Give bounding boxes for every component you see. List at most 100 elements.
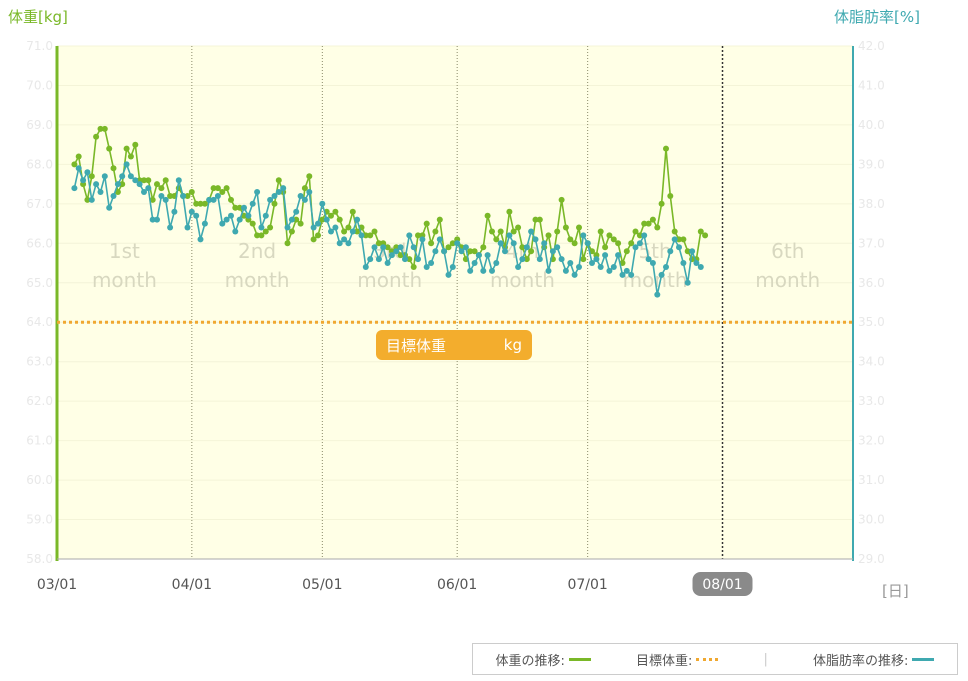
right-tick-label: 40.0 (858, 118, 885, 132)
legend-fat-swatch (912, 657, 935, 661)
right-tick-label: 34.0 (858, 355, 885, 369)
weight-point (523, 256, 530, 263)
body-fat-point (515, 264, 522, 270)
body-fat-point (676, 244, 682, 251)
weight-point (484, 212, 491, 219)
weight-point (110, 165, 117, 172)
body-fat-point (528, 228, 535, 235)
left-tick-label: 69.0 (26, 118, 53, 132)
body-fat-point (502, 248, 508, 255)
weight-point (423, 220, 430, 227)
month-label-line1: 1st (109, 239, 140, 263)
body-fat-point (397, 244, 404, 251)
month-label-line2: month (92, 268, 157, 292)
target-weight-badge-unit: kg (503, 336, 522, 354)
body-fat-point (236, 216, 243, 223)
left-tick-label: 61.0 (26, 434, 53, 448)
weight-point (236, 204, 243, 211)
body-fat-point (697, 264, 704, 270)
body-fat-point (632, 244, 639, 251)
weight-point (201, 200, 208, 207)
month-label-line2: month (357, 268, 422, 292)
body-fat-point (284, 224, 291, 231)
weight-point (375, 240, 382, 247)
body-fat-point (441, 248, 448, 255)
weight-point (71, 161, 78, 168)
body-fat-point (493, 260, 500, 266)
body-fat-point (141, 189, 147, 195)
body-fat-point (562, 267, 569, 274)
body-fat-point (393, 248, 400, 255)
weight-point (415, 232, 421, 239)
body-fat-point (345, 240, 352, 247)
body-fat-point (97, 189, 104, 195)
weight-point (154, 181, 160, 188)
body-fat-point (245, 212, 252, 219)
weight-point (480, 244, 487, 251)
body-fat-point (536, 256, 543, 263)
weight-point (510, 228, 517, 235)
body-fat-point (262, 212, 269, 219)
body-fat-point (541, 240, 548, 247)
body-fat-point (445, 271, 452, 278)
body-fat-point (332, 224, 339, 231)
weight-point (493, 236, 500, 243)
weight-point (697, 228, 704, 235)
weight-point (149, 196, 156, 203)
weight-point (119, 181, 126, 188)
body-fat-point (576, 264, 582, 270)
x-tick-label-current: 08/01 (702, 577, 742, 593)
weight-point (428, 240, 435, 247)
body-fat-point (80, 177, 87, 184)
weight-point (536, 216, 543, 223)
body-fat-point (132, 177, 139, 184)
weight-point (371, 228, 378, 235)
weight-point (445, 244, 452, 251)
body-fat-point (71, 185, 78, 192)
body-fat-point (267, 196, 274, 203)
weight-point (384, 244, 391, 251)
body-fat-point (467, 267, 474, 274)
chart-legend: 体重の推移: 目標体重: | 体脂肪率の推移: (472, 643, 958, 675)
legend-fat-label: 体脂肪率の推移: (813, 653, 909, 669)
left-tick-label: 58.0 (26, 552, 53, 566)
body-fat-point (510, 240, 517, 247)
right-tick-label: 42.0 (858, 39, 885, 53)
x-tick-label: 07/01 (567, 577, 607, 593)
body-fat-point (589, 260, 595, 266)
right-tick-label: 29.0 (858, 552, 885, 566)
weight-point (132, 141, 139, 148)
weight-point (645, 220, 652, 227)
weight-point (654, 224, 661, 231)
body-fat-point (210, 196, 217, 203)
weight-point (306, 173, 313, 180)
body-fat-point (519, 256, 526, 263)
body-fat-point (471, 260, 478, 266)
body-fat-point (428, 260, 435, 266)
left-tick-label: 68.0 (26, 157, 53, 171)
weight-point (406, 256, 413, 263)
weight-point (341, 228, 348, 235)
body-fat-point (301, 196, 308, 203)
body-fat-point (271, 193, 278, 199)
body-fat-point (497, 240, 504, 247)
body-fat-point (571, 271, 578, 278)
body-fat-point (206, 196, 213, 203)
weight-point (167, 193, 174, 199)
legend-separator: | (763, 651, 768, 667)
x-tick-label: 05/01 (302, 577, 342, 593)
body-fat-point (523, 244, 530, 251)
weight-point (532, 216, 539, 223)
weight-point (214, 185, 221, 192)
weight-point (275, 177, 282, 184)
body-fat-point (119, 173, 126, 180)
weight-point (449, 240, 456, 247)
left-tick-label: 70.0 (26, 78, 53, 92)
weight-point (158, 185, 165, 192)
weight-chart: 1stmonth2ndmonth3rdmonth4thmonth5thmonth… (26, 39, 885, 596)
x-tick-label: 03/01 (37, 577, 77, 593)
body-fat-point (293, 208, 300, 215)
right-tick-label: 39.0 (858, 157, 885, 171)
weight-point (632, 228, 639, 235)
legend-weight-label: 体重の推移: (495, 653, 565, 669)
